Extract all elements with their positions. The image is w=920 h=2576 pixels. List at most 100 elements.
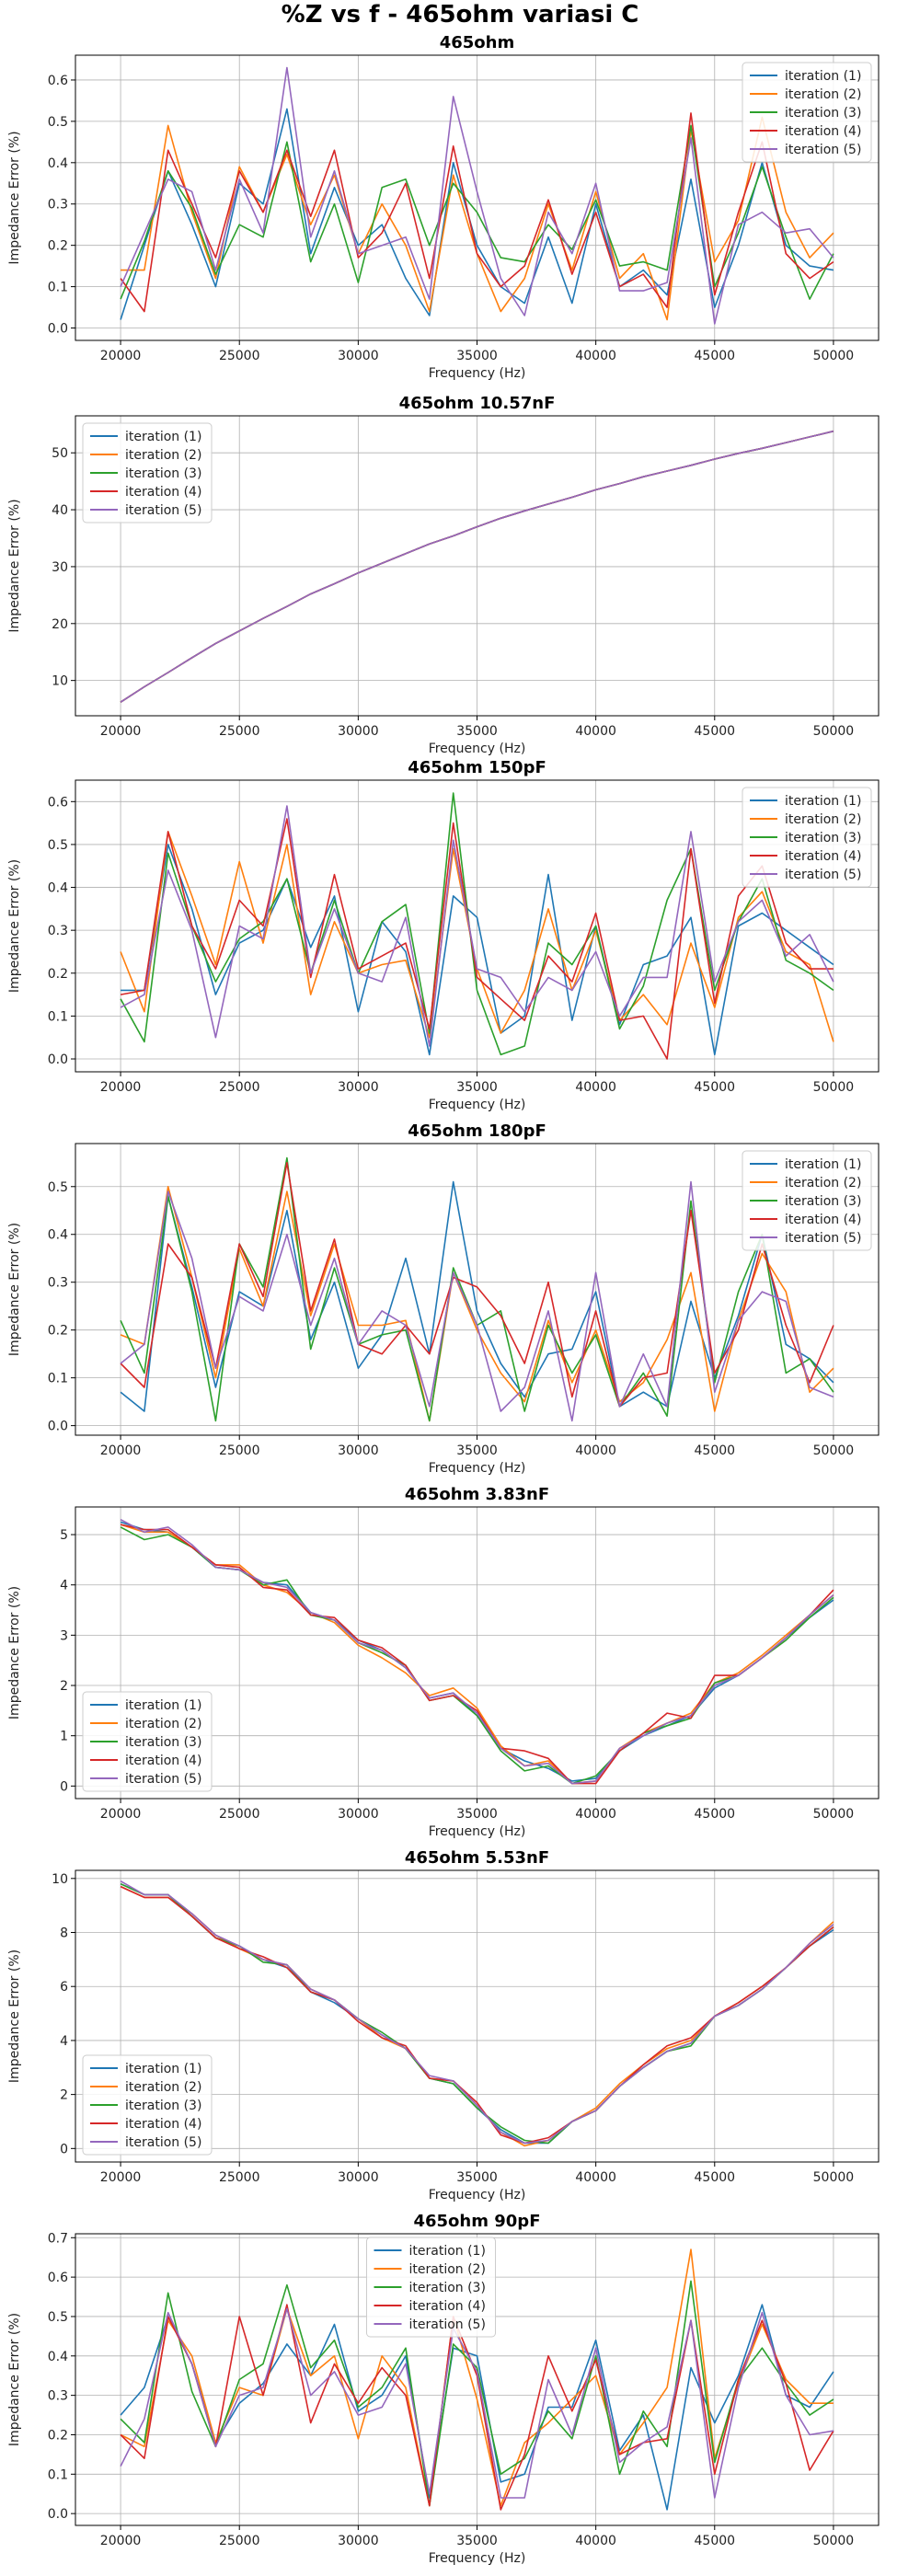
y-tick-label: 0.3 [48,1276,68,1291]
y-tick-label: 0.5 [48,838,68,853]
x-tick-label: 20000 [100,349,142,363]
x-tick-label: 50000 [813,1807,855,1822]
legend-box [82,1691,213,1792]
legend-label: iteration (5) [785,1231,861,1246]
y-tick-label: 10 [52,674,68,689]
x-tick-label: 35000 [456,2170,498,2185]
y-tick-label: 0.6 [48,2271,68,2285]
legend-label: iteration (3) [125,2099,201,2113]
legend-box [366,2237,496,2338]
x-tick-label: 40000 [575,2170,616,2185]
y-tick-label: 0.7 [48,2231,68,2246]
legend-label: iteration (2) [785,812,861,827]
series-line [120,1162,834,1408]
y-tick-label: 0.1 [48,1009,68,1024]
legend-box [82,422,213,523]
chart-panel: 20000 25000 30000 35000 40000 45000 50000 0.0 0.… [7,2212,880,2566]
chart-panel: 20000 25000 30000 35000 40000 45000 50000 0 1 2 3 4… [7,1485,880,1839]
x-tick-label: 40000 [575,1080,616,1095]
y-tick-label: 0.0 [48,2507,68,2522]
x-tick-label: 20000 [100,1443,142,1458]
chart-title: 465ohm [440,33,515,52]
x-tick-label: 40000 [575,349,616,363]
legend-label: iteration (3) [785,1194,861,1209]
y-tick-label: 0.1 [48,281,68,295]
legend-label: iteration (4) [125,1754,201,1768]
series-line [120,430,834,703]
x-tick-label: 20000 [100,1080,142,1095]
y-tick-label: 0.0 [48,1420,68,1434]
legend-label: iteration (5) [409,2317,486,2332]
x-tick-label: 20000 [100,2170,142,2185]
y-tick-label: 0.2 [48,239,68,254]
legend-box [742,62,872,163]
legend: iteration (1) iteration (2) iteration (3) i… [742,62,872,163]
chart-title: 465ohm 10.57nF [399,394,556,413]
series-line [120,2307,834,2499]
x-axis-label: Frequency (Hz) [429,1824,526,1839]
series-line [120,2280,834,2507]
y-tick-label: 8 [60,1926,68,1941]
x-tick-label: 50000 [813,724,855,739]
x-tick-label: 35000 [456,724,498,739]
y-tick-label: 40 [52,503,68,518]
series-line [120,805,834,1047]
x-tick-label: 40000 [575,2534,616,2548]
x-tick-label: 25000 [219,2534,260,2548]
x-tick-label: 40000 [575,1443,616,1458]
legend: iteration (1) iteration (2) iteration (3) i… [742,787,872,888]
y-tick-label: 4 [60,1579,68,1593]
legend-label: iteration (4) [125,2117,201,2132]
chart-panel: 20000 25000 30000 35000 40000 45000 50000 0.0 0.… [7,758,880,1112]
x-tick-label: 20000 [100,724,142,739]
x-tick-label: 45000 [695,1807,736,1822]
x-tick-label: 30000 [338,349,379,363]
x-tick-label: 25000 [219,1443,260,1458]
legend-label: iteration (1) [785,69,861,84]
x-axis-label: Frequency (Hz) [429,366,526,381]
legend-label: iteration (3) [125,466,201,481]
legend-label: iteration (3) [125,1735,201,1750]
x-tick-label: 35000 [456,1443,498,1458]
y-tick-label: 0.1 [48,2467,68,2482]
x-tick-label: 45000 [695,724,736,739]
y-tick-label: 0.1 [48,1372,68,1386]
legend-label: iteration (4) [125,485,201,500]
x-tick-label: 25000 [219,349,260,363]
chart-title: 465ohm 180pF [408,1121,546,1141]
legend-box [742,1150,872,1251]
y-tick-label: 0.2 [48,967,68,982]
chart-panel: 20000 25000 30000 35000 40000 45000 50000 0 2 4 6 8… [7,1848,880,2202]
series-line [120,66,834,325]
x-tick-label: 50000 [813,1080,855,1095]
x-tick-label: 45000 [695,1443,736,1458]
x-tick-label: 30000 [338,724,379,739]
legend-label: iteration (1) [125,2062,201,2076]
legend: iteration (1) iteration (2) iteration (3) i… [82,2054,213,2156]
y-tick-label: 0.4 [48,156,68,171]
legend-label: iteration (1) [125,430,201,444]
legend-label: iteration (2) [785,87,861,102]
y-tick-label: 4 [60,2034,68,2049]
series-line [120,1180,834,1422]
y-tick-label: 2 [60,1679,68,1694]
chart-title: 465ohm 5.53nF [405,1848,549,1868]
chart-panel: 20000 25000 30000 35000 40000 45000 50000 10 20 3… [7,394,880,756]
x-tick-label: 30000 [338,1807,379,1822]
x-tick-label: 25000 [219,724,260,739]
legend-label: iteration (4) [785,849,861,864]
y-tick-label: 10 [52,1872,68,1887]
y-tick-label: 5 [60,1528,68,1543]
y-tick-label: 1 [60,1730,68,1744]
y-tick-label: 0.3 [48,924,68,938]
x-tick-label: 20000 [100,1807,142,1822]
chart-panel: 20000 25000 30000 35000 40000 45000 50000 0.0 0.… [7,33,880,381]
y-tick-label: 2 [60,2088,68,2103]
legend-label: iteration (3) [785,106,861,121]
legend-label: iteration (5) [125,2135,201,2150]
x-tick-label: 45000 [695,349,736,363]
y-tick-label: 0 [60,2142,68,2156]
series-line [120,124,834,300]
x-tick-label: 35000 [456,2534,498,2548]
x-tick-label: 35000 [456,1080,498,1095]
